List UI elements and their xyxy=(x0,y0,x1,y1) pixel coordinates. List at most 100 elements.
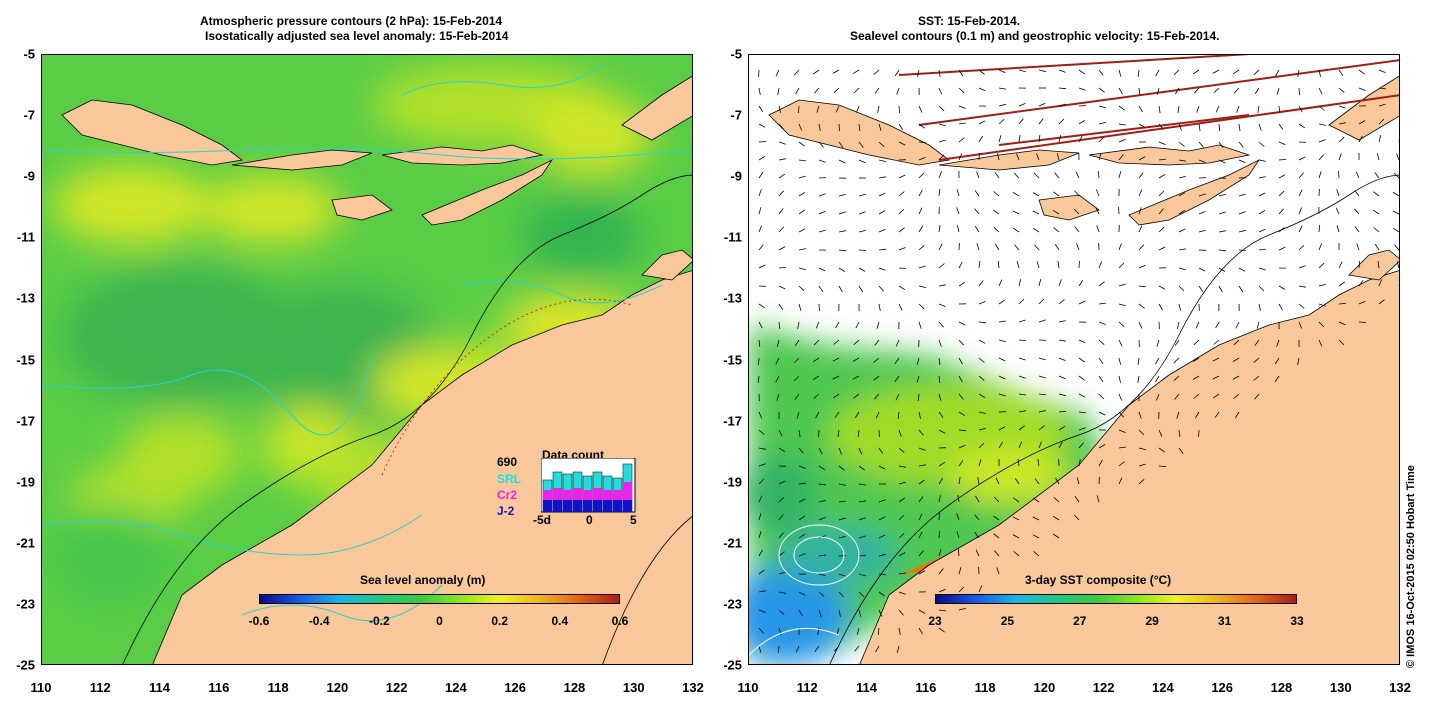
velocity-arrow xyxy=(1038,425,1045,431)
velocity-arrow xyxy=(873,357,880,363)
velocity-arrow xyxy=(1378,299,1385,305)
velocity-arrow xyxy=(1074,495,1080,503)
velocity-arrow xyxy=(1338,170,1340,179)
velocity-arrow xyxy=(1198,285,1204,293)
velocity-arrow xyxy=(1354,226,1360,233)
velocity-arrow xyxy=(838,591,845,598)
y-tick-label: -25 xyxy=(16,657,35,673)
velocity-arrow xyxy=(798,482,807,485)
velocity-arrow xyxy=(994,172,1000,179)
left-title-line1: Atmospheric pressure contours (2 hPa): 1… xyxy=(200,14,503,28)
velocity-arrow xyxy=(938,303,946,307)
sea-level-anomaly-field xyxy=(42,55,692,664)
velocity-arrow xyxy=(1378,279,1382,287)
velocity-arrow xyxy=(1254,339,1260,346)
velocity-arrow xyxy=(1177,321,1180,329)
velocity-arrow xyxy=(956,189,960,197)
velocity-arrow xyxy=(958,122,966,125)
velocity-arrow xyxy=(1218,141,1224,148)
velocity-arrow xyxy=(956,207,960,215)
velocity-arrow xyxy=(858,573,866,577)
velocity-arrow xyxy=(918,245,925,251)
velocity-arrow xyxy=(1238,141,1244,148)
velocity-arrow xyxy=(958,87,965,94)
velocity-arrow xyxy=(1178,429,1181,437)
velocity-arrow xyxy=(1158,158,1166,161)
velocity-arrow xyxy=(1213,87,1220,94)
velocity-arrow xyxy=(918,570,926,575)
velocity-arrow xyxy=(1358,300,1366,305)
velocity-arrow xyxy=(978,411,986,414)
velocity-arrow xyxy=(878,573,886,576)
velocity-arrow xyxy=(1058,441,1063,449)
velocity-arrow xyxy=(974,514,980,521)
velocity-arrow xyxy=(918,189,923,197)
velocity-arrow xyxy=(898,552,906,557)
velocity-arrow xyxy=(977,477,980,485)
velocity-arrow xyxy=(838,500,846,503)
velocity-arrow xyxy=(1173,69,1180,76)
velocity-arrow xyxy=(995,477,1000,485)
velocity-arrow xyxy=(1318,171,1322,179)
velocity-arrow xyxy=(758,609,766,613)
velocity-arrow xyxy=(1058,103,1066,107)
velocity-arrow xyxy=(878,465,886,470)
velocity-arrow xyxy=(938,627,945,633)
velocity-arrow xyxy=(1014,244,1020,251)
velocity-arrow xyxy=(1013,551,1020,557)
velocity-arrow xyxy=(776,339,780,347)
velocity-arrow xyxy=(1118,138,1126,143)
velocity-arrow xyxy=(1078,459,1081,467)
velocity-arrow xyxy=(878,176,886,179)
velocity-arrow xyxy=(1018,339,1027,341)
velocity-arrow xyxy=(1038,118,1044,125)
velocity-arrow xyxy=(1052,515,1060,521)
velocity-arrow xyxy=(775,375,780,383)
velocity-arrow xyxy=(1018,425,1025,431)
velocity-arrow xyxy=(938,171,942,179)
velocity-arrow xyxy=(1258,159,1266,162)
velocity-arrow xyxy=(1037,459,1040,467)
velocity-arrow xyxy=(938,588,946,593)
y-tick-label: -13 xyxy=(723,290,742,306)
velocity-arrow xyxy=(1318,105,1325,111)
velocity-arrow xyxy=(874,393,880,400)
velocity-arrow xyxy=(878,591,885,597)
velocity-arrow xyxy=(958,393,964,400)
velocity-arrow xyxy=(833,393,840,399)
velocity-arrow xyxy=(898,191,905,197)
velocity-arrow xyxy=(1298,172,1304,179)
velocity-arrow xyxy=(1138,429,1145,436)
velocity-arrow xyxy=(1058,279,1062,287)
velocity-arrow xyxy=(858,591,865,598)
velocity-arrow xyxy=(1374,172,1380,179)
velocity-arrow xyxy=(1138,244,1144,251)
velocity-arrow xyxy=(878,228,886,233)
velocity-arrow xyxy=(1078,300,1086,305)
y-tick-label: -23 xyxy=(16,596,35,612)
velocity-arrow xyxy=(758,303,766,309)
velocity-arrow xyxy=(1074,190,1080,197)
velocity-arrow xyxy=(1034,478,1040,485)
velocity-arrow xyxy=(832,357,840,362)
velocity-arrow xyxy=(1078,279,1084,287)
velocity-arrow xyxy=(1118,321,1125,327)
data-count-histogram xyxy=(541,458,636,513)
right-colorbar-tick: 27 xyxy=(1073,614,1087,628)
mission-cr2-label: Cr2 xyxy=(497,488,518,502)
velocity-arrow xyxy=(1058,118,1065,125)
velocity-arrow xyxy=(998,339,1006,342)
velocity-arrow xyxy=(918,156,926,161)
x-tick-label: 132 xyxy=(1389,680,1411,695)
velocity-arrow xyxy=(1174,339,1180,346)
velocity-arrow xyxy=(1338,105,1346,109)
velocity-arrow xyxy=(938,393,942,401)
velocity-arrow xyxy=(1012,210,1020,215)
velocity-arrow xyxy=(796,411,800,419)
velocity-arrow xyxy=(1138,264,1146,269)
velocity-arrow xyxy=(1118,123,1126,126)
velocity-arrow xyxy=(1018,393,1026,396)
velocity-arrow xyxy=(1254,393,1260,400)
velocity-arrow xyxy=(1098,87,1105,93)
right-colorbar-tick: 25 xyxy=(1000,614,1015,628)
